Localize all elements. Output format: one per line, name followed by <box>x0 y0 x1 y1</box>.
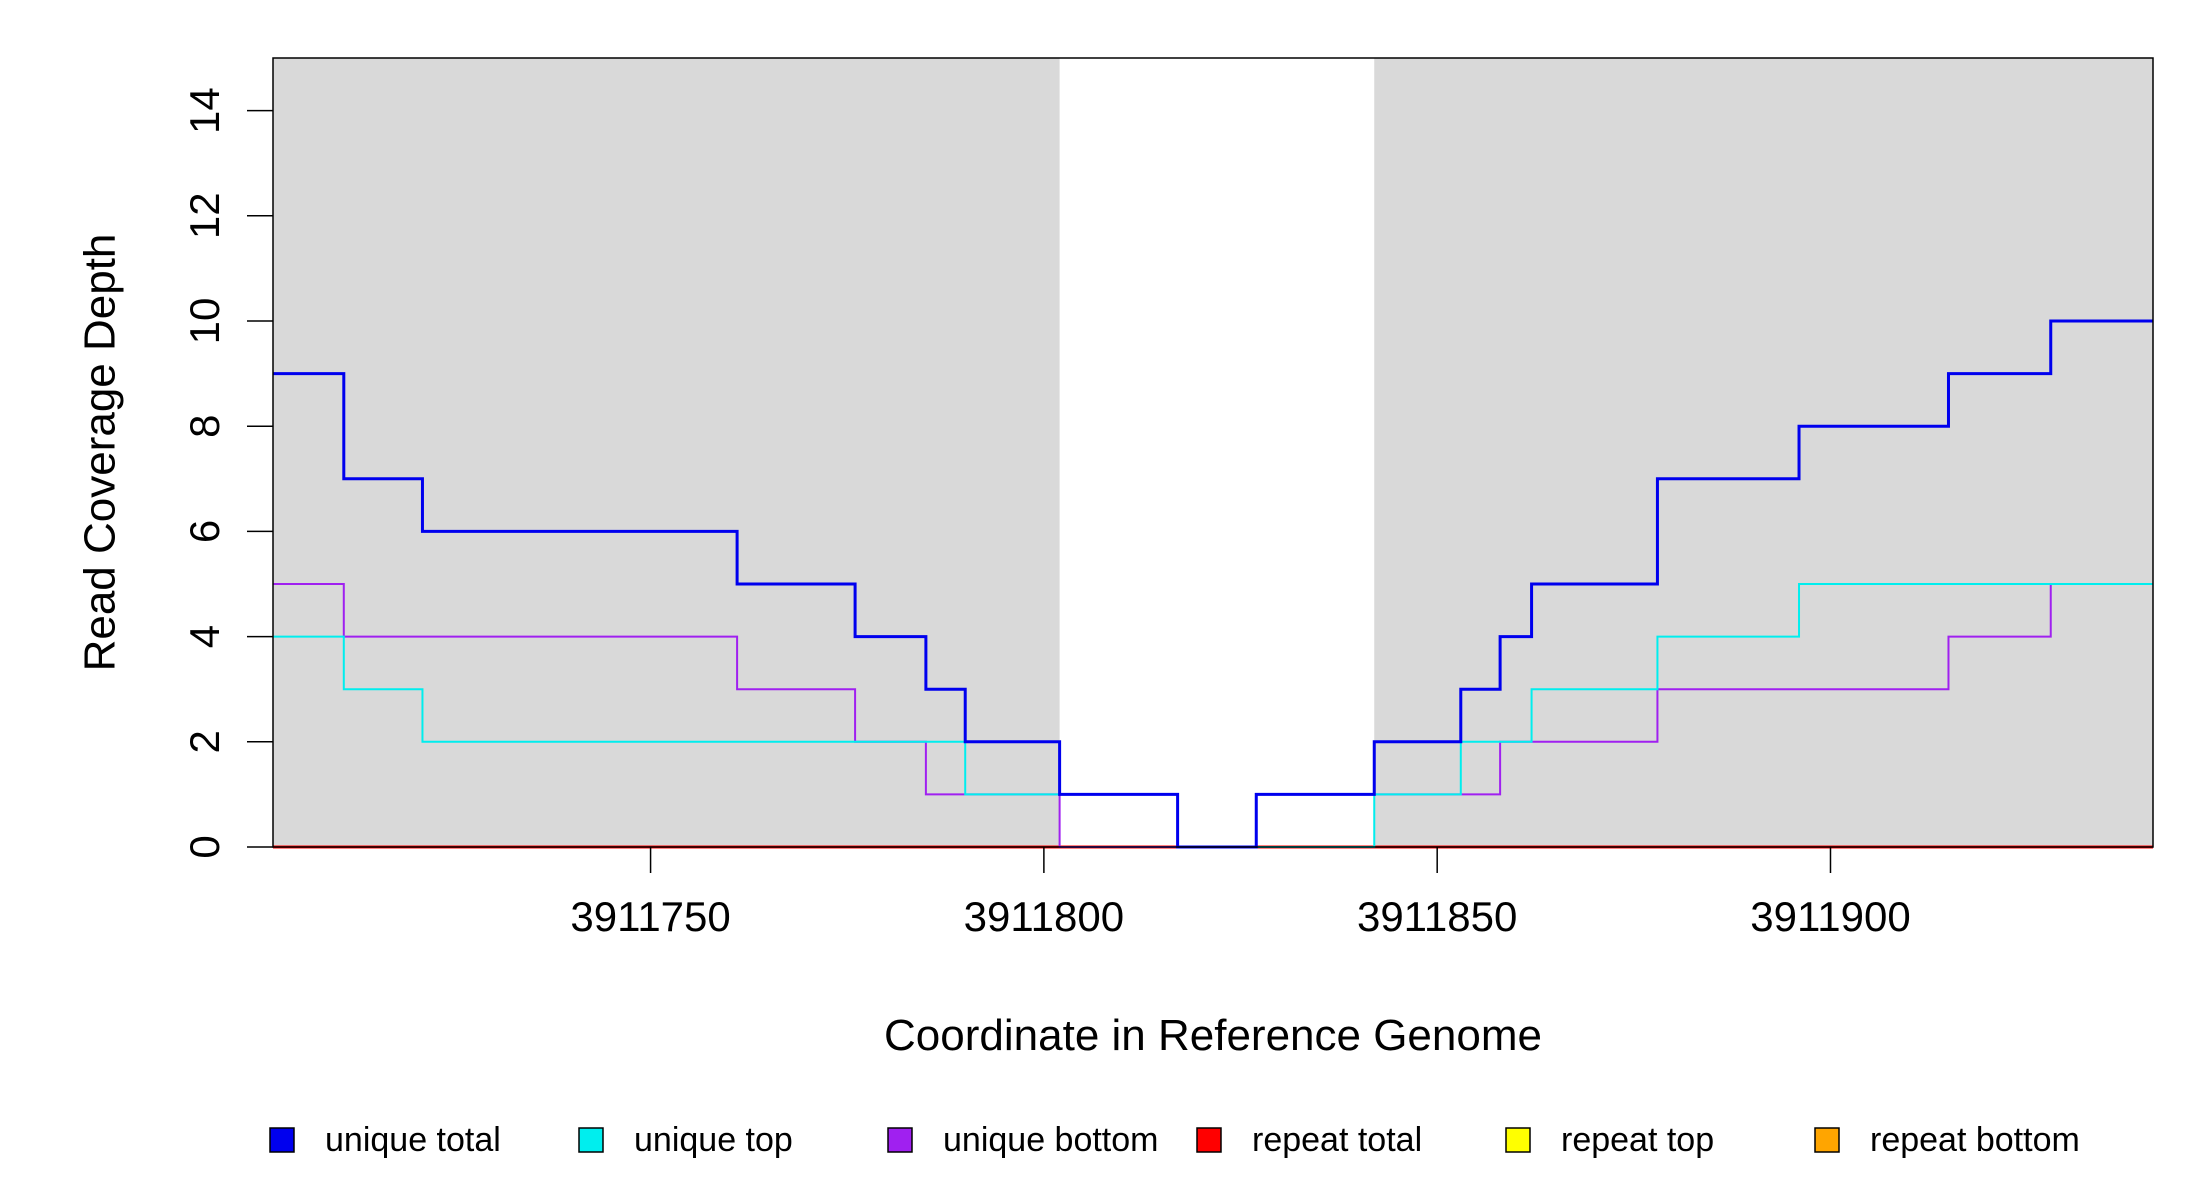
legend-label-unique-top: unique top <box>634 1121 793 1159</box>
shaded-region-1 <box>273 58 1060 847</box>
legend-swatch-repeat-bottom <box>1814 1127 1840 1153</box>
shaded-regions <box>273 58 2153 847</box>
series-line-unique-total <box>273 319 2153 849</box>
y-tick-label: 14 <box>181 87 228 134</box>
x-axis: 3911750 3911800 3911850 3911900 <box>570 847 1911 940</box>
legend-swatch-unique-top <box>578 1127 604 1153</box>
x-tick-label: 3911800 <box>964 893 1124 940</box>
y-tick-label: 4 <box>181 625 228 648</box>
y-tick-label: 6 <box>181 520 228 543</box>
x-tick-label: 3911750 <box>570 893 730 940</box>
legend-swatch-unique-bottom <box>887 1127 913 1153</box>
legend-label-unique-total: unique total <box>325 1121 501 1159</box>
plot-frame <box>272 57 2154 848</box>
y-tick-label: 8 <box>181 415 228 438</box>
x-tick-label: 3911900 <box>1750 893 1910 940</box>
shaded-region-2 <box>1374 58 2153 847</box>
y-tick-label: 2 <box>181 730 228 753</box>
legend-swatch-repeat-total <box>1196 1127 1222 1153</box>
y-axis-title: Read Coverage Depth <box>76 234 125 672</box>
legend: unique total unique top unique bottom repea… <box>269 1121 2080 1159</box>
legend-label-unique-bottom: unique bottom <box>943 1121 1159 1159</box>
legend-swatch-repeat-top <box>1505 1127 1531 1153</box>
legend-label-repeat-total: repeat total <box>1252 1121 1422 1159</box>
legend-label-repeat-top: repeat top <box>1561 1121 1714 1159</box>
series-line-unique-top <box>273 583 2153 848</box>
x-axis-title: Coordinate in Reference Genome <box>884 1011 1542 1060</box>
y-tick-label: 10 <box>181 298 228 345</box>
y-tick-label: 12 <box>181 192 228 239</box>
y-tick-label: 0 <box>181 835 228 858</box>
legend-swatch-unique-total <box>269 1127 295 1153</box>
x-tick-label: 3911850 <box>1357 893 1517 940</box>
y-axis: 0 2 4 6 8 10 12 14 <box>181 87 273 859</box>
legend-label-repeat-bottom: repeat bottom <box>1870 1121 2080 1159</box>
